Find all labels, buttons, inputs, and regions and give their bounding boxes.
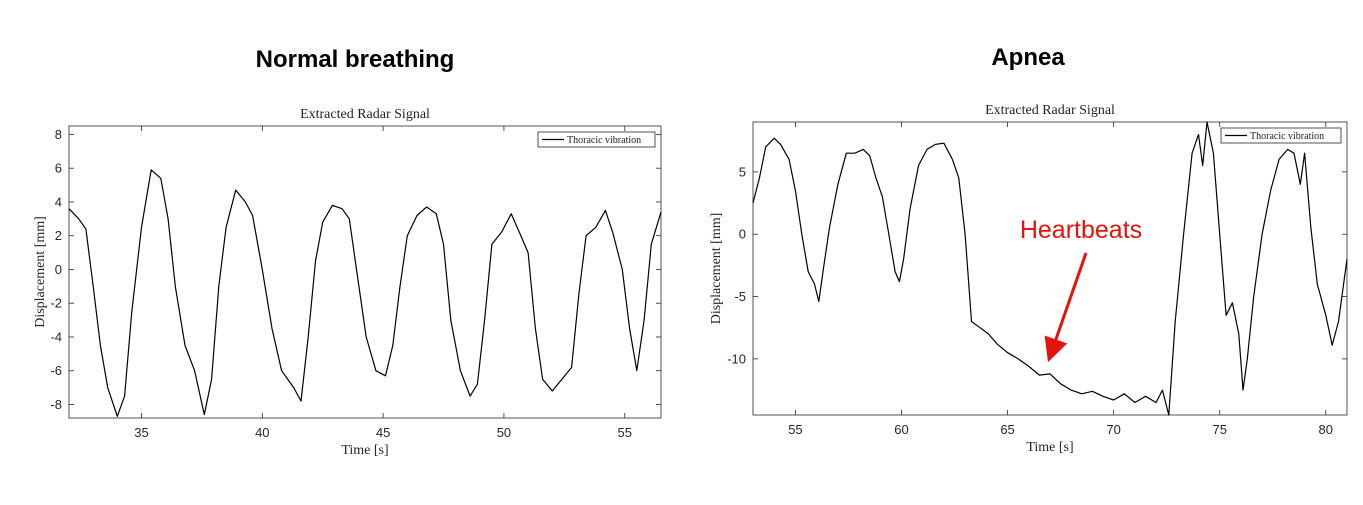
x-axis-label: Time [s] [1026, 440, 1073, 455]
y-tick-label: 0 [55, 262, 62, 277]
chart-2: Extracted Radar Signal 55 60 65 70 75 80 -10 -5 0… [709, 103, 1348, 455]
x-tick-label: 35 [134, 425, 148, 440]
panel-heading-apnea: Apnea [991, 44, 1065, 71]
plot-frame [68, 125, 662, 419]
x-tick-label: 55 [618, 425, 632, 440]
x-tick-label: 50 [497, 425, 511, 440]
y-tick-label: 6 [55, 161, 62, 176]
chart-title: Extracted Radar Signal [985, 103, 1115, 118]
y-tick-label: -5 [734, 289, 746, 304]
y-tick-label: 5 [739, 164, 746, 179]
x-tick-label: 45 [376, 425, 390, 440]
y-tick-label: 8 [55, 127, 62, 142]
x-tick-label: 60 [894, 422, 908, 437]
x-axis-label: Time [s] [341, 443, 388, 458]
x-tick-label: 75 [1212, 422, 1226, 437]
legend-box [1220, 127, 1342, 144]
x-tick-label: 65 [1000, 422, 1014, 437]
heartbeats-annotation: Heartbeats [1020, 216, 1142, 363]
y-axis-label: Displacement [mm] [33, 216, 48, 328]
y-tick-label: -6 [50, 363, 62, 378]
plot-frame [752, 121, 1348, 416]
annotation-label: Heartbeats [1020, 216, 1142, 244]
legend-label: Thoracic vibration [567, 135, 641, 146]
y-tick-label: -4 [50, 329, 62, 344]
series-line [752, 121, 1348, 416]
legend-box [537, 131, 656, 148]
x-tick-label: 40 [255, 425, 269, 440]
annotation-arrow [1044, 252, 1088, 363]
y-tick-label: 0 [739, 227, 746, 242]
y-tick-label: 4 [55, 194, 62, 209]
x-tick-label: 55 [788, 422, 802, 437]
panel-heading-normal: Normal breathing [255, 46, 455, 73]
x-tick-label: 70 [1106, 422, 1120, 437]
legend-label: Thoracic vibration [1250, 131, 1324, 142]
y-axis-label: Displacement [mm] [709, 213, 724, 325]
y-tick-label: 2 [55, 228, 62, 243]
legend: Thoracic vibration [537, 131, 656, 148]
y-tick-label: -8 [50, 397, 62, 412]
y-tick-label: -10 [727, 351, 746, 366]
y-tick-label: -2 [50, 296, 62, 311]
x-tick-label: 80 [1319, 422, 1333, 437]
legend: Thoracic vibration [1220, 127, 1342, 144]
series-line [68, 169, 662, 417]
chart-title: Extracted Radar Signal [300, 107, 430, 122]
